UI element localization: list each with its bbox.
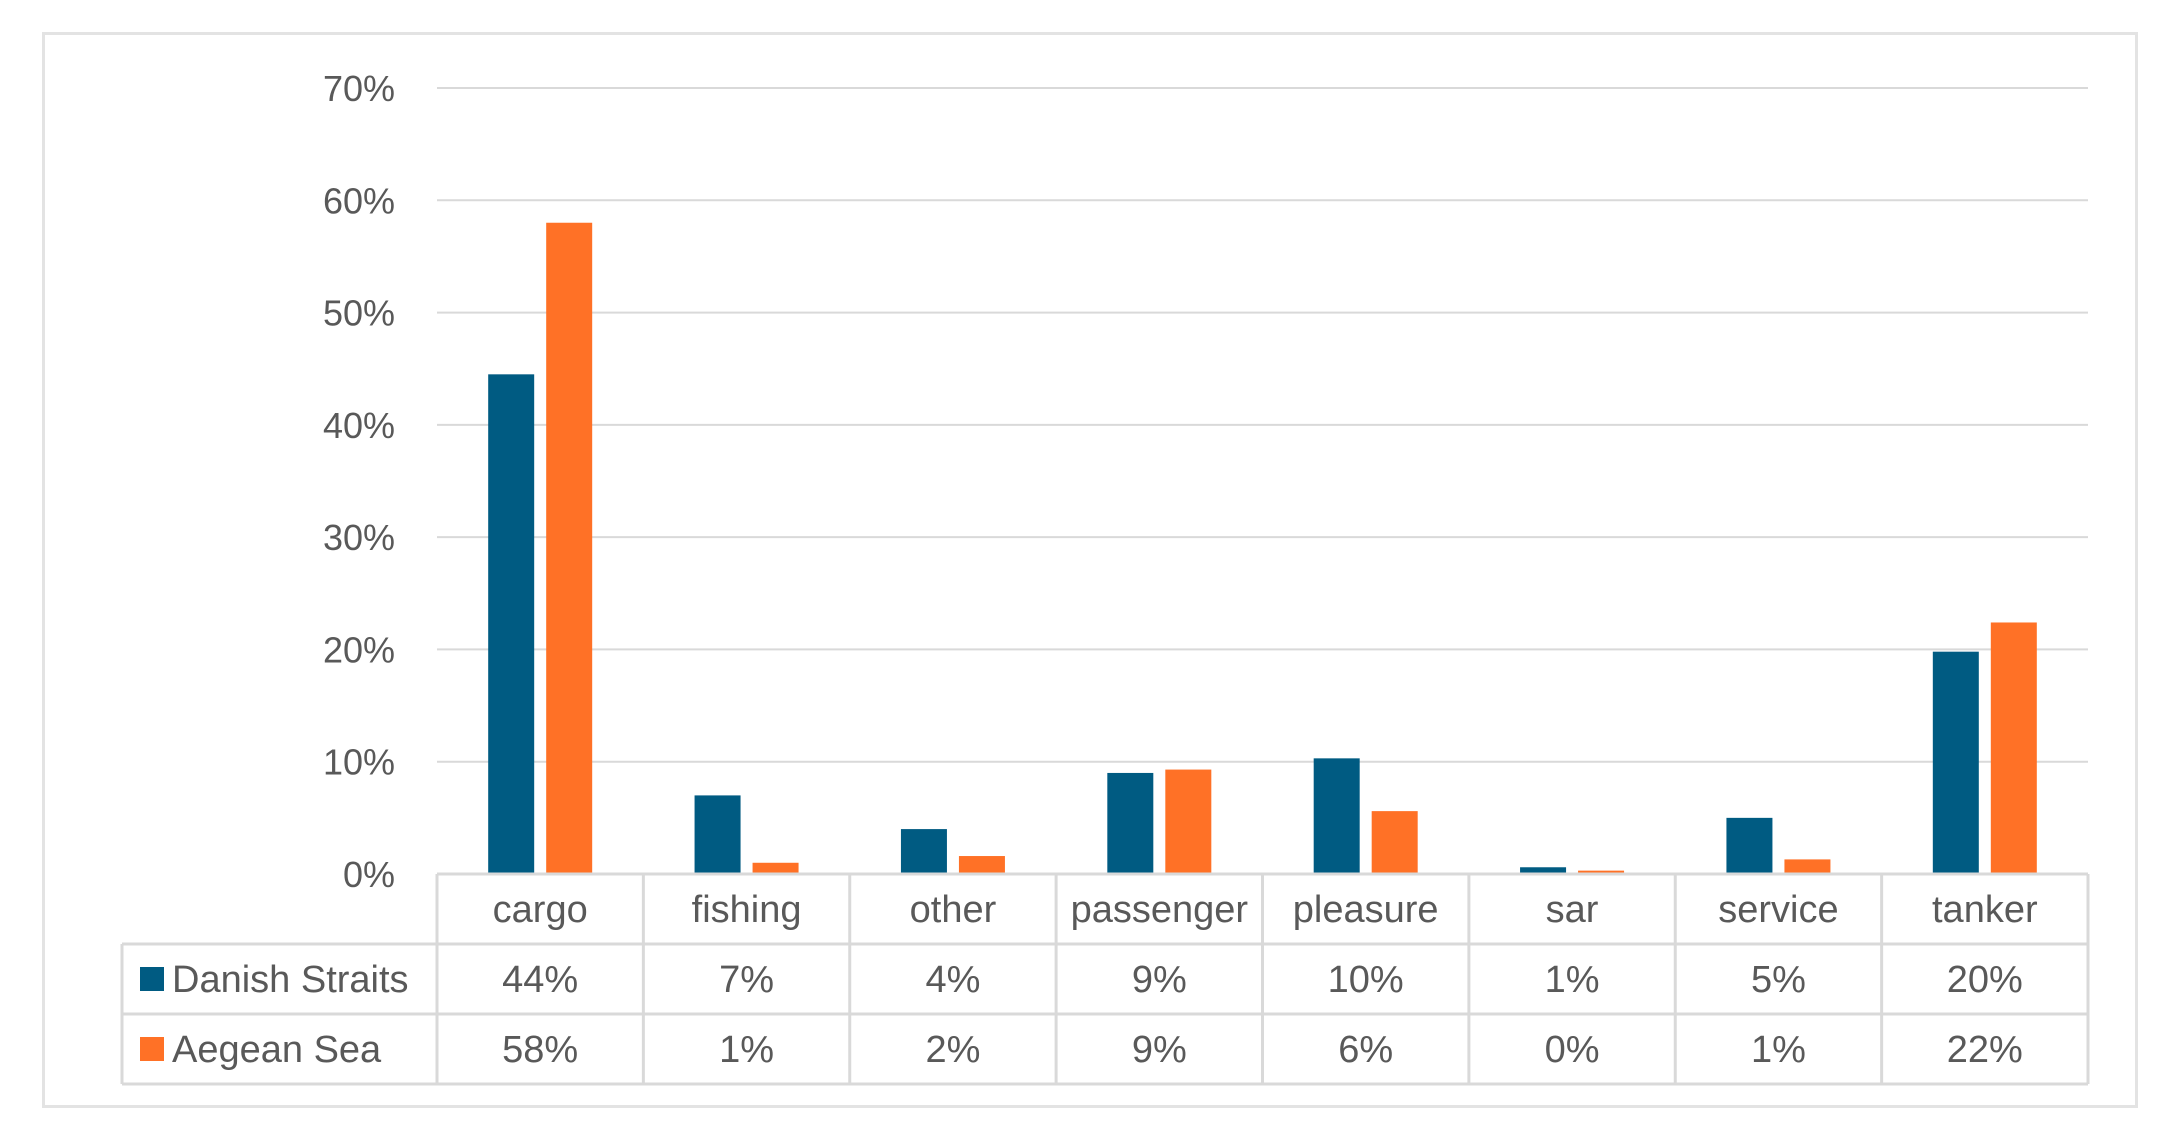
gridlines <box>437 87 2088 763</box>
bar-danish-straits <box>1520 867 1567 874</box>
data-label: 22% <box>1947 1029 2023 1071</box>
chart-frame <box>42 32 2138 1108</box>
y-tick-label: 70% <box>323 68 395 109</box>
data-label: 7% <box>719 959 774 1001</box>
category-label: fishing <box>692 889 802 931</box>
y-tick-label: 30% <box>323 517 395 558</box>
bar-aegean-sea <box>1990 622 2037 874</box>
category-label: sar <box>1546 889 1599 931</box>
category-label: cargo <box>493 889 588 931</box>
data-label: 9% <box>1132 1029 1187 1071</box>
y-axis: 0% 10% 20% 30% 40% 50% 60% 70% <box>323 68 395 895</box>
bar-danish-straits <box>1107 772 1154 874</box>
y-tick-label: 20% <box>323 629 395 670</box>
bar-aegean-sea <box>546 222 593 874</box>
bar-danish-straits <box>694 795 741 874</box>
data-label: 58% <box>502 1029 578 1071</box>
bar-danish-straits <box>1932 651 1979 874</box>
data-label: 1% <box>1545 959 1600 1001</box>
data-label: 9% <box>1132 959 1187 1001</box>
bar-danish-straits <box>1726 817 1773 874</box>
category-label: other <box>910 889 997 931</box>
legend-key <box>140 967 164 991</box>
bar-danish-straits <box>900 829 947 874</box>
bar-aegean-sea <box>1784 859 1831 874</box>
category-label: service <box>1718 889 1838 931</box>
legend-key <box>140 1037 164 1061</box>
data-label: 6% <box>1338 1029 1393 1071</box>
series-name: Danish Straits <box>172 959 409 1001</box>
data-label: 0% <box>1545 1029 1600 1071</box>
data-label: 10% <box>1328 959 1404 1001</box>
bar-danish-straits <box>1313 758 1360 874</box>
data-label: 20% <box>1947 959 2023 1001</box>
bar-aegean-sea <box>1165 769 1212 874</box>
y-tick-label: 0% <box>343 854 395 895</box>
y-tick-label: 60% <box>323 180 395 221</box>
bars <box>488 222 2037 874</box>
y-tick-label: 50% <box>323 293 395 334</box>
data-label: 44% <box>502 959 578 1001</box>
bar-aegean-sea <box>752 862 799 874</box>
data-label: 4% <box>925 959 980 1001</box>
data-label: 2% <box>925 1029 980 1071</box>
bar-aegean-sea <box>958 856 1005 874</box>
data-table: cargo fishing other passenger pleasure sar ser… <box>120 872 2090 1086</box>
bar-danish-straits <box>488 374 535 874</box>
category-label: pleasure <box>1293 889 1439 931</box>
y-tick-label: 10% <box>323 742 395 783</box>
bar-aegean-sea <box>1578 870 1625 874</box>
y-tick-label: 40% <box>323 405 395 446</box>
data-label: 1% <box>1751 1029 1806 1071</box>
category-label: passenger <box>1071 889 1249 931</box>
category-label: tanker <box>1932 889 2038 931</box>
data-label: 1% <box>719 1029 774 1071</box>
bar-aegean-sea <box>1371 811 1418 874</box>
series-name: Aegean Sea <box>172 1029 382 1071</box>
data-label: 5% <box>1751 959 1806 1001</box>
